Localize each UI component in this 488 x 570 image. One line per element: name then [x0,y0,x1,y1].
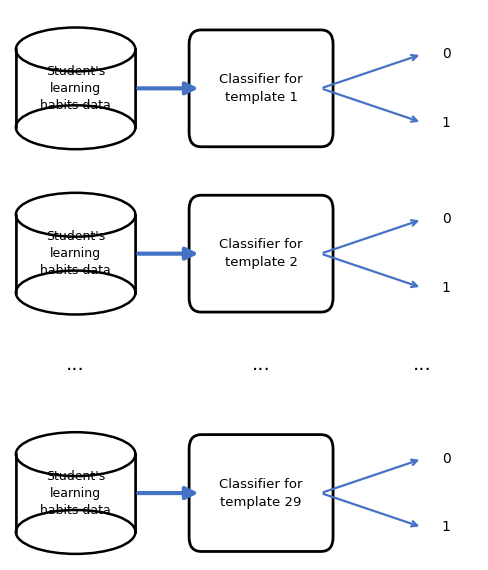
Text: ...: ... [66,355,85,374]
Ellipse shape [16,432,136,476]
Text: 0: 0 [442,452,450,466]
Text: 0: 0 [442,47,450,61]
Text: Classifier for
template 1: Classifier for template 1 [219,73,303,104]
Text: ...: ... [413,355,431,374]
Ellipse shape [16,193,136,237]
Ellipse shape [16,271,136,315]
Text: 1: 1 [442,520,450,534]
Text: ...: ... [252,355,270,374]
Ellipse shape [16,105,136,149]
Text: Classifier for
template 29: Classifier for template 29 [219,478,303,508]
Ellipse shape [16,510,136,554]
Bar [16,454,135,532]
Text: 0: 0 [442,213,450,226]
Text: Student's
learning
habits data: Student's learning habits data [41,470,111,516]
FancyBboxPatch shape [189,30,333,147]
Bar [16,215,135,292]
Ellipse shape [16,27,136,71]
Text: Classifier for
template 2: Classifier for template 2 [219,238,303,269]
Text: 1: 1 [442,116,450,129]
Text: Student's
learning
habits data: Student's learning habits data [41,65,111,112]
Text: 1: 1 [442,281,450,295]
FancyBboxPatch shape [189,434,333,552]
Bar [16,50,135,127]
FancyBboxPatch shape [189,195,333,312]
Text: Student's
learning
habits data: Student's learning habits data [41,230,111,277]
